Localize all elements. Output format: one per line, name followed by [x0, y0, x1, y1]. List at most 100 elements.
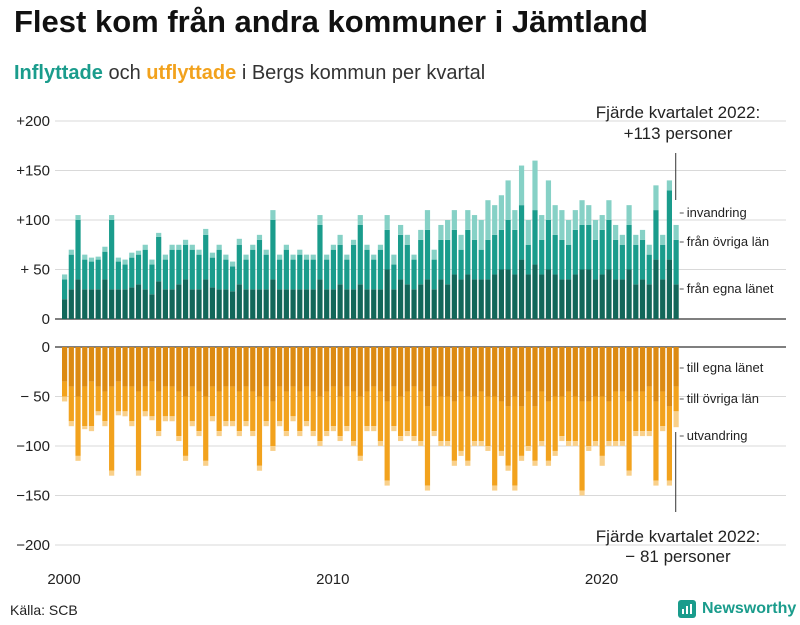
bar-in-0	[653, 259, 659, 319]
bar-out-2	[303, 421, 310, 427]
bar-out-1	[411, 386, 417, 437]
bar-out-1	[586, 401, 592, 446]
bar-out-2	[431, 431, 437, 437]
bar-in-0	[572, 274, 578, 319]
bar-in-0	[377, 289, 384, 319]
bar-in-1	[451, 229, 457, 275]
bar-in-2	[458, 234, 464, 250]
bar-out-0	[371, 347, 377, 387]
bar-out-1	[135, 391, 142, 471]
newsworthy-logo-icon	[678, 600, 696, 618]
bar-in-1	[303, 259, 310, 290]
bar-in-0	[471, 279, 478, 319]
series-label-in: invandring	[687, 205, 747, 220]
bar-out-2	[324, 431, 330, 437]
bar-out-1	[122, 386, 128, 412]
bar-out-1	[156, 391, 162, 432]
bar-in-0	[236, 284, 242, 319]
bar-in-2	[619, 234, 625, 245]
bar-in-0	[438, 279, 444, 319]
bar-out-2	[458, 450, 464, 456]
bar-out-2	[532, 460, 538, 466]
bar-in-2	[498, 195, 504, 230]
bar-out-2	[492, 485, 498, 491]
bar-out-2	[451, 460, 457, 466]
bar-out-1	[539, 391, 545, 442]
bar-in-0	[263, 289, 269, 319]
bar-out-0	[451, 347, 457, 402]
bar-out-0	[223, 347, 229, 387]
bar-out-2	[62, 396, 68, 402]
bar-out-0	[324, 347, 330, 392]
bar-out-2	[579, 490, 585, 496]
bar-in-1	[653, 210, 659, 260]
bar-out-2	[277, 421, 283, 427]
bar-in-0	[324, 289, 330, 319]
bar-out-1	[404, 391, 410, 432]
bar-out-2	[216, 431, 222, 437]
bar-out-1	[532, 406, 538, 461]
x-tick-label: 2020	[585, 571, 618, 588]
bar-in-0	[297, 289, 303, 319]
bar-out-1	[324, 391, 330, 432]
bar-out-1	[545, 401, 552, 461]
y-tick-label-bottom: 0	[42, 339, 50, 356]
series-label-out: till övriga län	[687, 391, 759, 406]
bar-out-2	[646, 431, 652, 437]
bar-in-1	[68, 254, 74, 290]
bar-in-0	[451, 274, 457, 319]
bar-out-2	[142, 411, 148, 417]
bar-out-1	[290, 386, 296, 417]
bar-in-0	[606, 269, 612, 319]
bar-in-0	[391, 289, 397, 319]
bar-out-1	[283, 391, 289, 432]
bar-in-2	[209, 252, 216, 258]
bar-out-2	[566, 441, 572, 446]
bar-in-0	[182, 279, 189, 319]
bar-in-1	[566, 244, 572, 280]
bar-in-1	[283, 249, 289, 290]
bar-out-0	[458, 347, 464, 392]
newsworthy-logo-text: Newsworthy	[702, 600, 797, 617]
bar-in-2	[471, 215, 478, 240]
bar-in-2	[424, 210, 431, 230]
bar-out-2	[478, 441, 484, 446]
bar-out-1	[344, 386, 350, 427]
bar-out-2	[230, 421, 236, 427]
bar-out-1	[646, 386, 652, 432]
source-note: Källa: SCB	[10, 602, 78, 618]
bar-out-2	[270, 446, 276, 451]
bar-out-0	[176, 347, 182, 392]
bar-out-0	[290, 347, 296, 387]
bar-out-1	[391, 386, 397, 427]
bar-in-1	[162, 259, 168, 290]
bar-out-1	[270, 401, 276, 446]
bar-in-1	[250, 249, 256, 290]
bar-in-1	[478, 249, 484, 280]
y-tick-label-top: +200	[16, 113, 50, 130]
bar-in-2	[62, 274, 68, 280]
bar-out-2	[203, 460, 209, 466]
bar-out-1	[660, 391, 666, 427]
bar-in-1	[438, 239, 444, 280]
bar-out-0	[398, 347, 404, 397]
bar-out-0	[209, 347, 216, 387]
bar-in-0	[633, 284, 639, 319]
bar-out-2	[586, 446, 592, 451]
bar-in-2	[303, 254, 310, 260]
bar-in-0	[337, 284, 343, 319]
annotation-bottom-line2: − 81 personer	[625, 547, 731, 566]
bar-in-1	[512, 229, 518, 275]
bar-out-2	[505, 465, 511, 471]
bar-in-0	[639, 279, 646, 319]
bar-in-1	[592, 239, 599, 280]
bar-in-0	[613, 279, 619, 319]
bar-out-1	[216, 391, 222, 432]
subtitle-rest: i Bergs kommun per kvartal	[236, 62, 486, 84]
bar-out-0	[377, 347, 384, 392]
bar-in-0	[310, 289, 316, 319]
bar-out-0	[539, 347, 545, 392]
bar-in-2	[404, 234, 410, 245]
bar-out-0	[660, 347, 666, 392]
bar-in-1	[398, 234, 404, 280]
